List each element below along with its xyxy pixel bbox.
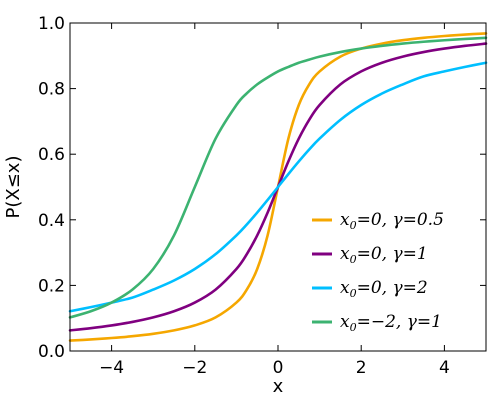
x-tick-label: −4 [99,358,124,378]
series-lines [68,32,488,342]
series-line-4 [68,36,488,319]
y-axis-label: P(X≤x) [3,156,24,219]
legend: x0=0, γ=0.5 x0=0, γ=1 x0=0, γ=2 x0=−2, γ=1 [312,210,444,334]
y-tick-label: 1.0 [38,14,65,34]
legend-label-3: x0=0, γ=2 [340,278,428,300]
axis-ticks: −4 −2 0 2 4 0.0 0.2 0.4 0.6 0.8 1.0 [38,14,486,378]
y-tick-label: 0.4 [38,211,65,231]
legend-label-4: x0=−2, γ=1 [340,312,442,334]
y-tick-label: 0.6 [38,145,65,165]
x-tick-label: 0 [273,358,284,378]
x-tick-label: 4 [439,358,450,378]
x-axis-label: x [273,376,284,397]
y-tick-label: 0.0 [38,342,65,362]
x-tick-label: −2 [182,358,207,378]
y-tick-label: 0.2 [38,276,65,296]
legend-label-1: x0=0, γ=0.5 [340,210,444,232]
legend-label-2: x0=0, γ=1 [340,244,428,266]
series-line-3 [68,61,488,313]
y-tick-label: 0.8 [38,80,65,100]
x-tick-label: 2 [356,358,367,378]
